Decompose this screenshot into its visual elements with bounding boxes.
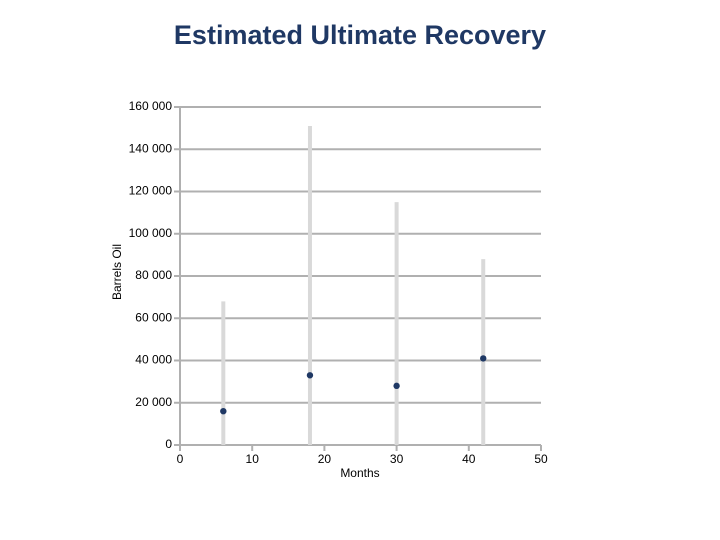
x-tick-label: 40: [462, 452, 476, 466]
data-point: [480, 355, 487, 362]
x-axis-title: Months: [340, 466, 379, 480]
y-tick-label: 80 000: [135, 268, 172, 282]
x-tick-label: 20: [318, 452, 332, 466]
data-point: [393, 382, 400, 390]
x-tick-label: 30: [390, 452, 404, 466]
y-tick-label: 0: [165, 437, 172, 451]
x-tick-label: 10: [246, 452, 260, 466]
y-tick-label: 60 000: [135, 310, 172, 324]
y-tick-label: 40 000: [135, 353, 172, 367]
x-tick-label: 0: [177, 452, 184, 466]
chart-title: Estimated Ultimate Recovery: [174, 20, 546, 50]
y-tick-label: 160 000: [129, 99, 173, 113]
y-tick-label: 140 000: [129, 141, 173, 155]
y-tick-label: 100 000: [129, 226, 173, 240]
data-point: [220, 408, 227, 415]
data-point: [306, 372, 314, 379]
x-tick-label: 50: [534, 452, 548, 466]
y-axis-title: Barrels Oil: [110, 244, 124, 300]
y-tick-label: 20 000: [135, 395, 172, 409]
y-tick-label: 120 000: [129, 184, 173, 198]
